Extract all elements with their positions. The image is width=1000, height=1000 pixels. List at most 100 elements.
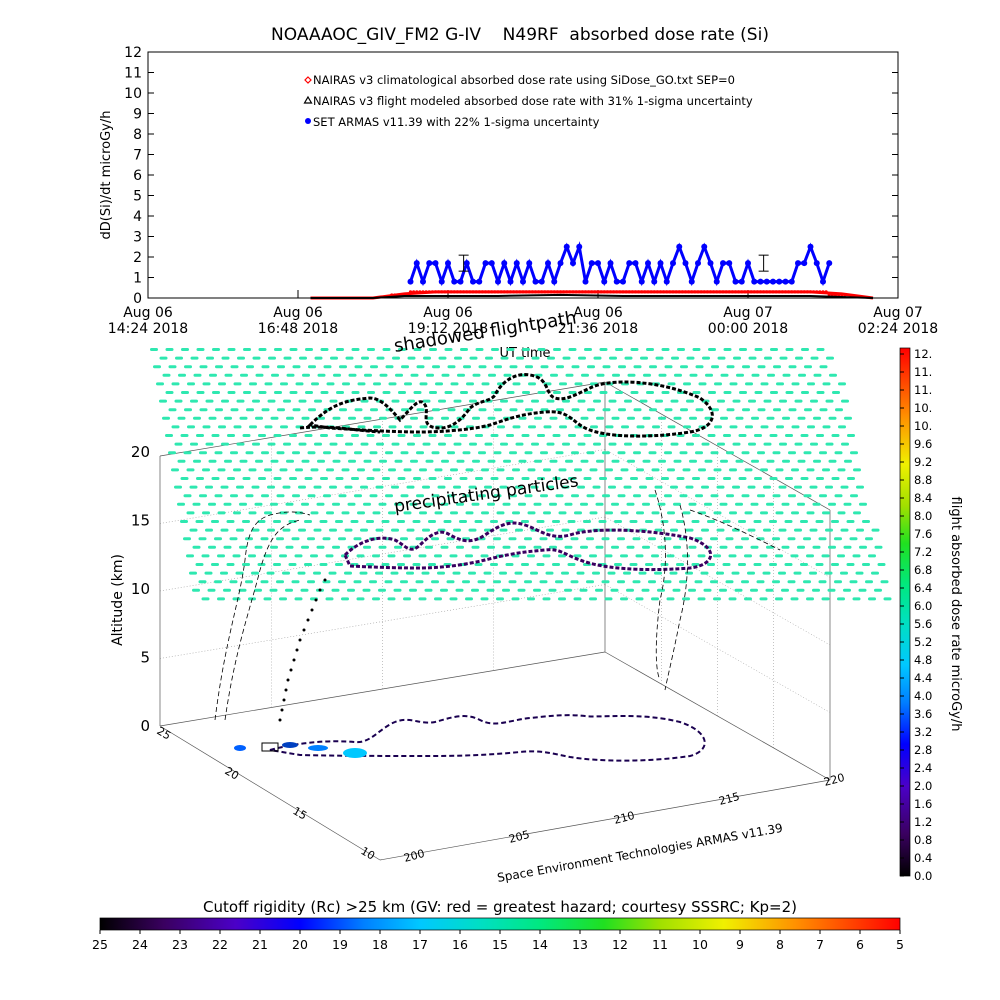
particle-dash xyxy=(816,434,824,437)
particle-dash xyxy=(610,588,619,592)
particle-dash xyxy=(562,356,571,360)
series-point-nairas-climatological xyxy=(840,293,844,297)
series-point-nairas-climatological xyxy=(812,290,816,294)
particle-dash xyxy=(295,468,303,472)
particle-dash xyxy=(561,571,569,575)
particle-dash xyxy=(395,373,403,377)
particle-dash xyxy=(425,502,433,506)
particle-dash xyxy=(243,391,251,394)
particle-dash xyxy=(226,520,235,523)
particle-dash xyxy=(218,382,226,386)
particle-dash xyxy=(562,442,570,446)
particle-dash xyxy=(463,365,471,369)
particle-dash xyxy=(807,382,815,386)
particle-dash xyxy=(614,520,622,523)
colorbar-tick-label: 2.4 xyxy=(914,761,932,775)
series-point-nairas-climatological xyxy=(712,290,716,294)
particle-dash xyxy=(605,425,614,429)
series-point-nairas-climatological xyxy=(740,290,744,294)
credit-text: Space Environment Technologies ARMAS v11… xyxy=(496,821,784,885)
particle-dash xyxy=(245,580,253,584)
particle-dash xyxy=(360,485,368,489)
particle-dash xyxy=(751,459,759,463)
particle-dash xyxy=(452,571,461,575)
particle-dash xyxy=(661,391,670,394)
series-point-set-armas xyxy=(682,260,689,267)
particle-dash xyxy=(329,442,338,446)
rigidity-colorbar-ticks: 25 24 23 22 21 20 19 18 17 16 15 14 13 12 11 10 9 8 7 6 5 xyxy=(92,930,904,952)
particle-dash xyxy=(596,459,604,463)
particle-dash xyxy=(415,537,424,541)
series-point-set-armas xyxy=(776,278,783,285)
particle-dash xyxy=(370,365,378,369)
particle-dash xyxy=(853,468,861,472)
particle-dash xyxy=(285,588,293,592)
particle-dash xyxy=(246,365,254,369)
particle-dash xyxy=(162,416,170,420)
particle-dash xyxy=(258,348,267,351)
particle-dash xyxy=(862,563,870,566)
particle-dash xyxy=(313,571,321,575)
particle-dash xyxy=(326,468,334,472)
particle-dash xyxy=(512,425,521,429)
particle-dash xyxy=(530,485,539,489)
particle-dash xyxy=(453,399,462,403)
particle-dash xyxy=(623,571,631,575)
particle-dash xyxy=(667,382,676,386)
particle-dash xyxy=(642,416,651,420)
particle-dash xyxy=(388,468,396,472)
particle-dash xyxy=(735,502,743,506)
rigidity-tick-label: 19 xyxy=(332,937,348,952)
y-tick-label: 11 xyxy=(124,66,142,82)
particle-dash xyxy=(363,416,372,420)
series-point-nairas-climatological xyxy=(715,290,719,294)
colorbar-tick-label: 8.8 xyxy=(914,473,932,487)
colorbar-tick-label: 9.6 xyxy=(914,437,932,451)
particle-dash xyxy=(258,391,267,394)
particle-dash xyxy=(276,494,285,498)
particle-dash xyxy=(496,511,505,515)
particle-dash xyxy=(248,554,256,558)
particle-dash xyxy=(806,597,814,601)
particle-dash xyxy=(518,459,527,463)
particle-dash xyxy=(555,494,564,498)
particle-dash xyxy=(388,511,396,515)
particle-dash xyxy=(379,373,388,377)
series-point-set-armas xyxy=(457,278,464,285)
particle-dash xyxy=(818,580,827,584)
particle-dash xyxy=(546,485,554,489)
particle-dash xyxy=(254,545,263,549)
particle-dash xyxy=(521,477,530,480)
particle-dash xyxy=(646,391,654,394)
particle-dash xyxy=(810,442,818,446)
particle-dash xyxy=(639,485,647,489)
particle-dash xyxy=(382,434,390,437)
particle-dash xyxy=(846,520,855,523)
particle-dash xyxy=(769,563,777,566)
particle-dash xyxy=(270,416,279,420)
particle-dash xyxy=(828,545,836,549)
series-point-nairas-climatological xyxy=(677,290,681,294)
particle-dash xyxy=(345,442,353,446)
series-point-nairas-climatological xyxy=(793,290,797,294)
particle-dash xyxy=(465,511,474,515)
particle-dash xyxy=(794,485,802,489)
particle-dash xyxy=(310,511,319,515)
particle-dash xyxy=(592,485,601,489)
series-point-set-armas xyxy=(638,278,645,285)
particle-dash xyxy=(422,399,431,403)
particle-dash xyxy=(288,520,297,523)
particle-dash xyxy=(673,545,681,549)
series-point-nairas-climatological xyxy=(424,290,428,294)
particle-dash xyxy=(497,425,505,429)
particle-dash xyxy=(641,588,650,592)
particle-dash xyxy=(865,537,873,541)
particle-dash xyxy=(587,365,595,369)
particle-dash xyxy=(263,554,272,558)
particle-dash xyxy=(183,494,192,498)
particle-dash xyxy=(304,563,312,566)
particle-dash xyxy=(354,494,362,498)
particle-dash xyxy=(325,597,334,601)
colorbar-tick-label: 10. xyxy=(914,401,932,415)
particle-dash xyxy=(409,502,418,506)
